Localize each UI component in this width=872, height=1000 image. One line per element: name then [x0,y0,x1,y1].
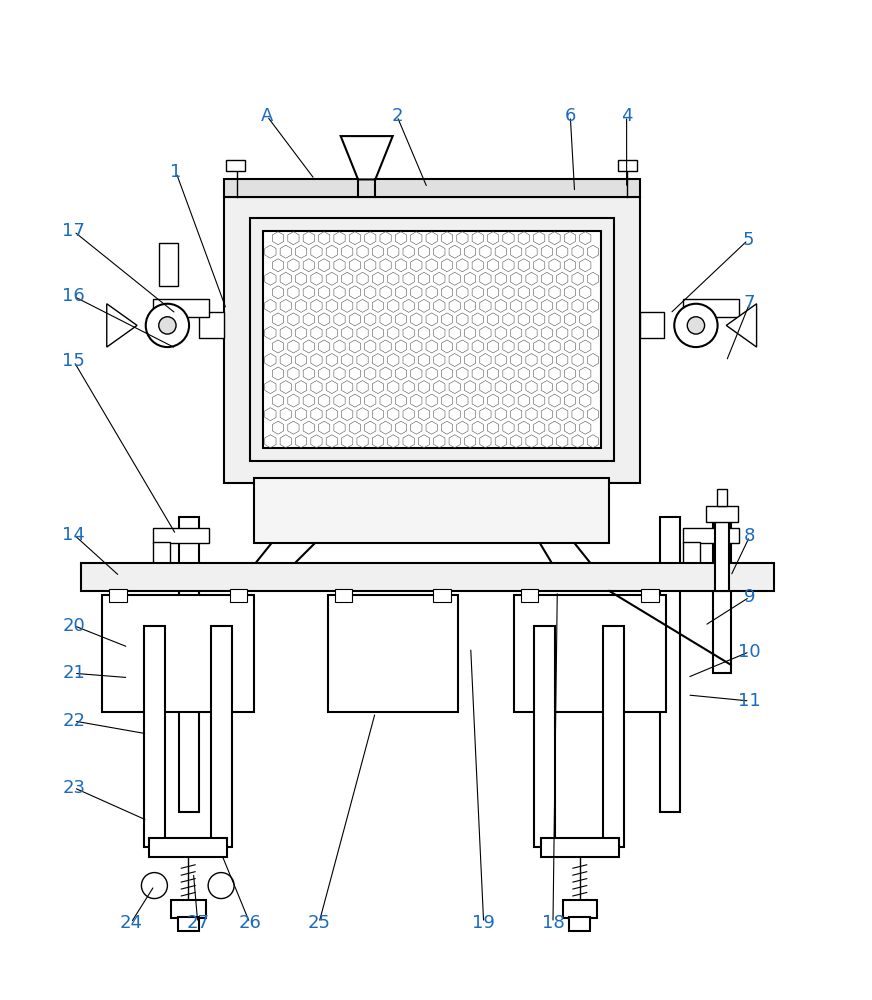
Text: 6: 6 [564,107,576,125]
Bar [541,838,619,857]
Bar [659,517,680,812]
Circle shape [146,304,189,347]
Text: 25: 25 [308,914,330,932]
Bar [717,489,727,506]
Bar [224,197,640,483]
Text: 1: 1 [170,163,181,181]
Bar [683,542,700,569]
Bar [249,218,614,461]
Circle shape [687,317,705,334]
Bar [227,160,245,171]
Bar [102,595,254,712]
Text: 2: 2 [392,107,403,125]
Bar [640,312,664,338]
Bar [81,563,774,591]
Text: 14: 14 [63,526,85,544]
Bar [562,900,597,918]
Text: 23: 23 [62,779,85,797]
Bar [254,478,610,543]
Bar [211,626,232,847]
Text: 11: 11 [739,692,761,710]
Bar [153,528,209,543]
Bar [224,179,640,197]
Circle shape [208,873,234,899]
Circle shape [674,304,718,347]
Text: 9: 9 [744,588,755,606]
Circle shape [159,317,176,334]
Bar [641,589,658,602]
Text: 19: 19 [473,914,495,932]
Bar [176,569,187,582]
Bar [153,542,170,569]
Text: 27: 27 [187,914,209,932]
Polygon shape [106,304,137,347]
Text: 21: 21 [63,664,85,682]
Bar [109,589,126,602]
Bar [715,522,729,591]
Bar [603,626,624,847]
Bar [335,589,352,602]
Text: A: A [261,107,273,125]
Text: 7: 7 [744,294,755,312]
Text: 10: 10 [739,643,761,661]
Bar [521,589,538,602]
Bar [683,528,739,543]
Bar [534,626,555,847]
Bar [713,517,731,673]
Text: 26: 26 [238,914,261,932]
Bar [153,299,209,317]
Text: 18: 18 [542,914,564,932]
Bar [706,506,738,522]
Text: 4: 4 [621,107,632,125]
Bar [230,589,247,602]
Bar [514,595,665,712]
Bar [179,517,200,812]
Text: 5: 5 [742,231,753,249]
Bar [171,900,206,918]
Text: 17: 17 [63,222,85,240]
Bar [683,299,739,317]
Bar [149,838,228,857]
Bar [262,231,601,448]
Text: 22: 22 [62,712,85,730]
Bar [178,917,199,931]
Bar [200,312,224,338]
Text: 16: 16 [63,287,85,305]
Bar [144,626,165,847]
Bar [328,595,458,712]
Bar [618,160,637,171]
Text: 24: 24 [119,914,142,932]
Text: 15: 15 [63,352,85,370]
Bar [159,243,178,286]
Bar [433,589,451,602]
Circle shape [141,873,167,899]
Polygon shape [341,136,392,179]
Polygon shape [726,304,757,347]
Bar [678,569,689,582]
Text: 8: 8 [744,527,755,545]
Text: 20: 20 [63,617,85,635]
Bar [569,917,590,931]
